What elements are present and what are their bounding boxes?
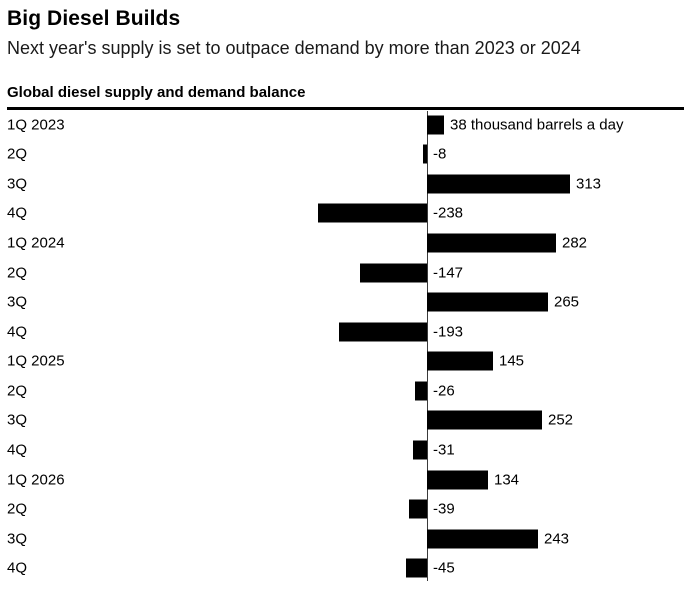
value-label: 134 <box>494 471 520 489</box>
value-label: 252 <box>548 411 574 429</box>
chart-row: 3Q 243 <box>0 524 693 554</box>
data-bar <box>423 144 427 164</box>
data-bar <box>427 292 548 312</box>
chart-row: 2Q -8 <box>0 139 693 169</box>
category-label: 4Q <box>7 559 28 577</box>
data-bar <box>427 410 542 430</box>
data-bar <box>427 351 493 371</box>
value-label: -238 <box>433 204 464 222</box>
value-label: -8 <box>433 145 447 163</box>
chart-row: 1Q 2026 134 <box>0 465 693 495</box>
chart-row: 1Q 2024 282 <box>0 228 693 258</box>
page-subtitle: Next year's supply is set to outpace dem… <box>7 38 581 59</box>
data-bar <box>360 263 427 283</box>
data-bar <box>318 203 427 223</box>
value-label: 145 <box>499 352 525 370</box>
chart-row: 3Q 252 <box>0 406 693 436</box>
chart-row: 2Q -26 <box>0 376 693 406</box>
category-label: 3Q <box>7 530 28 548</box>
chart-row: 4Q -238 <box>0 199 693 229</box>
category-label: 2Q <box>7 382 28 400</box>
chart-row: 4Q -45 <box>0 554 693 584</box>
chart-series-label: Global diesel supply and demand balance <box>7 83 306 101</box>
category-label: 1Q 2026 <box>7 471 65 489</box>
value-label: -45 <box>433 559 455 577</box>
category-label: 2Q <box>7 264 28 282</box>
value-label: 313 <box>576 175 602 193</box>
data-bar <box>427 174 570 194</box>
category-label: 3Q <box>7 411 28 429</box>
value-label: 38 thousand barrels a day <box>450 116 624 134</box>
chart-row: 3Q 265 <box>0 287 693 317</box>
category-label: 3Q <box>7 293 28 311</box>
chart-row: 4Q -31 <box>0 435 693 465</box>
value-label: -147 <box>433 264 464 282</box>
value-label: 265 <box>554 293 580 311</box>
category-label: 1Q 2025 <box>7 352 65 370</box>
data-bar <box>339 322 427 342</box>
data-bar <box>406 558 427 578</box>
chart-row: 2Q -147 <box>0 258 693 288</box>
value-label: -193 <box>433 323 464 341</box>
data-bar <box>427 529 538 549</box>
zero-axis-line <box>427 110 428 581</box>
header-rule <box>7 106 684 110</box>
chart-row: 1Q 2023 38 thousand barrels a day <box>0 110 693 140</box>
category-label: 2Q <box>7 145 28 163</box>
value-label: -31 <box>433 441 455 459</box>
value-label: 282 <box>562 234 588 252</box>
value-label: -26 <box>433 382 455 400</box>
data-bar <box>413 440 427 460</box>
category-label: 1Q 2024 <box>7 234 65 252</box>
category-label: 2Q <box>7 500 28 518</box>
chart-row: 2Q -39 <box>0 494 693 524</box>
chart-header: Big Diesel Builds Next year's supply is … <box>0 0 693 102</box>
page-title: Big Diesel Builds <box>7 7 181 30</box>
data-bar <box>409 499 427 519</box>
category-label: 3Q <box>7 175 28 193</box>
category-label: 1Q 2023 <box>7 116 65 134</box>
data-bar <box>427 470 488 490</box>
value-label: 243 <box>544 530 570 548</box>
data-bar <box>427 233 556 253</box>
data-bar <box>427 115 444 135</box>
chart-row: 3Q 313 <box>0 169 693 199</box>
chart-row: 4Q -193 <box>0 317 693 347</box>
bar-chart: 1Q 2023 38 thousand barrels a day 2Q -8 3Q 31… <box>0 110 693 584</box>
category-label: 4Q <box>7 204 28 222</box>
data-bar <box>415 381 427 401</box>
category-label: 4Q <box>7 323 28 341</box>
category-label: 4Q <box>7 441 28 459</box>
chart-row: 1Q 2025 145 <box>0 347 693 377</box>
value-label: -39 <box>433 500 455 518</box>
